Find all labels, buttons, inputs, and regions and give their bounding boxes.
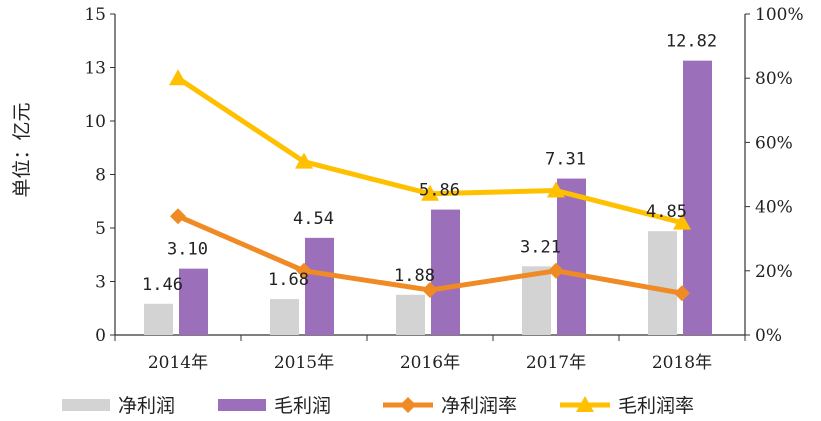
x-tick-label: 2015年 bbox=[274, 353, 334, 373]
bar-净利润 bbox=[396, 294, 425, 335]
bar-value-label: 7.31 bbox=[545, 150, 586, 170]
bars bbox=[144, 60, 712, 335]
marker-净利润率 bbox=[296, 262, 312, 279]
y2-tick-label: 80% bbox=[755, 69, 793, 89]
bar-value-label: 3.10 bbox=[167, 240, 208, 260]
data-labels: 1.46 1.68 1.88 3.21 4.85 3.10 4.54 5.86 7.31 12.8… bbox=[142, 32, 717, 295]
legend-label: 净利润率 bbox=[441, 395, 517, 417]
bar-毛利润 bbox=[431, 209, 460, 335]
y-tick-label: 3 bbox=[95, 273, 106, 293]
bar-value-label: 1.68 bbox=[268, 270, 309, 290]
legend: 净利润 毛利润 净利润率 毛利润率 bbox=[62, 395, 694, 417]
x-tick-label: 2017年 bbox=[526, 353, 586, 373]
y-tick-label: 13 bbox=[84, 59, 106, 79]
legend-marker bbox=[400, 397, 416, 413]
bar-净利润 bbox=[270, 299, 299, 335]
bar-value-label: 12.82 bbox=[666, 32, 717, 52]
legend-marker bbox=[576, 396, 594, 412]
x-tick-label: 2018年 bbox=[652, 353, 712, 373]
marker-毛利润率 bbox=[421, 184, 439, 201]
y-tick-label: 15 bbox=[84, 5, 106, 25]
bar-毛利润 bbox=[557, 178, 586, 335]
y2-tick-label: 60% bbox=[755, 133, 793, 153]
bar-毛利润 bbox=[305, 237, 334, 335]
x-tick-label: 2014年 bbox=[148, 353, 208, 373]
lines bbox=[169, 69, 691, 302]
marker-毛利润率 bbox=[169, 69, 187, 86]
legend-label: 净利润 bbox=[118, 395, 175, 417]
marker-净利润率 bbox=[548, 262, 564, 279]
marker-净利润率 bbox=[422, 282, 438, 299]
legend-label: 毛利润率 bbox=[618, 395, 694, 417]
y-tick-label: 0 bbox=[95, 326, 106, 346]
legend-swatch bbox=[62, 399, 110, 411]
line-毛利润率 bbox=[176, 76, 683, 226]
bar-value-label: 4.54 bbox=[293, 209, 334, 229]
marker-毛利润率 bbox=[547, 181, 565, 198]
bar-毛利润 bbox=[179, 268, 208, 335]
axes: 0 3 5 8 10 13 15 0% 20% 40% 60% 80% 100% 2014年 2015年 20… bbox=[84, 5, 803, 373]
marker-净利润率 bbox=[674, 285, 690, 302]
bar-毛利润 bbox=[683, 60, 712, 335]
legend-swatch bbox=[218, 399, 266, 411]
bar-净利润 bbox=[648, 231, 677, 335]
x-tick-label: 2016年 bbox=[400, 353, 460, 373]
y-tick-label: 5 bbox=[95, 219, 106, 239]
y2-tick-label: 40% bbox=[755, 198, 793, 218]
bar-value-label: 1.46 bbox=[142, 275, 183, 295]
y2-tick-label: 0% bbox=[755, 326, 782, 346]
marker-毛利润率 bbox=[673, 213, 691, 230]
marker-净利润率 bbox=[170, 208, 186, 225]
bar-value-label: 1.88 bbox=[394, 266, 435, 286]
y-axis-label: 单位：亿元 bbox=[11, 102, 33, 197]
y-tick-label: 10 bbox=[84, 112, 106, 132]
legend-label: 毛利润 bbox=[274, 395, 331, 417]
bar-净利润 bbox=[144, 303, 173, 335]
bar-value-label: 5.86 bbox=[419, 181, 460, 201]
y2-tick-label: 20% bbox=[755, 262, 793, 282]
bar-value-label: 3.21 bbox=[520, 237, 561, 257]
marker-毛利润率 bbox=[295, 152, 313, 169]
y-tick-label: 8 bbox=[95, 166, 106, 186]
y2-tick-label: 100% bbox=[755, 5, 804, 25]
bar-value-label: 4.85 bbox=[646, 202, 687, 222]
